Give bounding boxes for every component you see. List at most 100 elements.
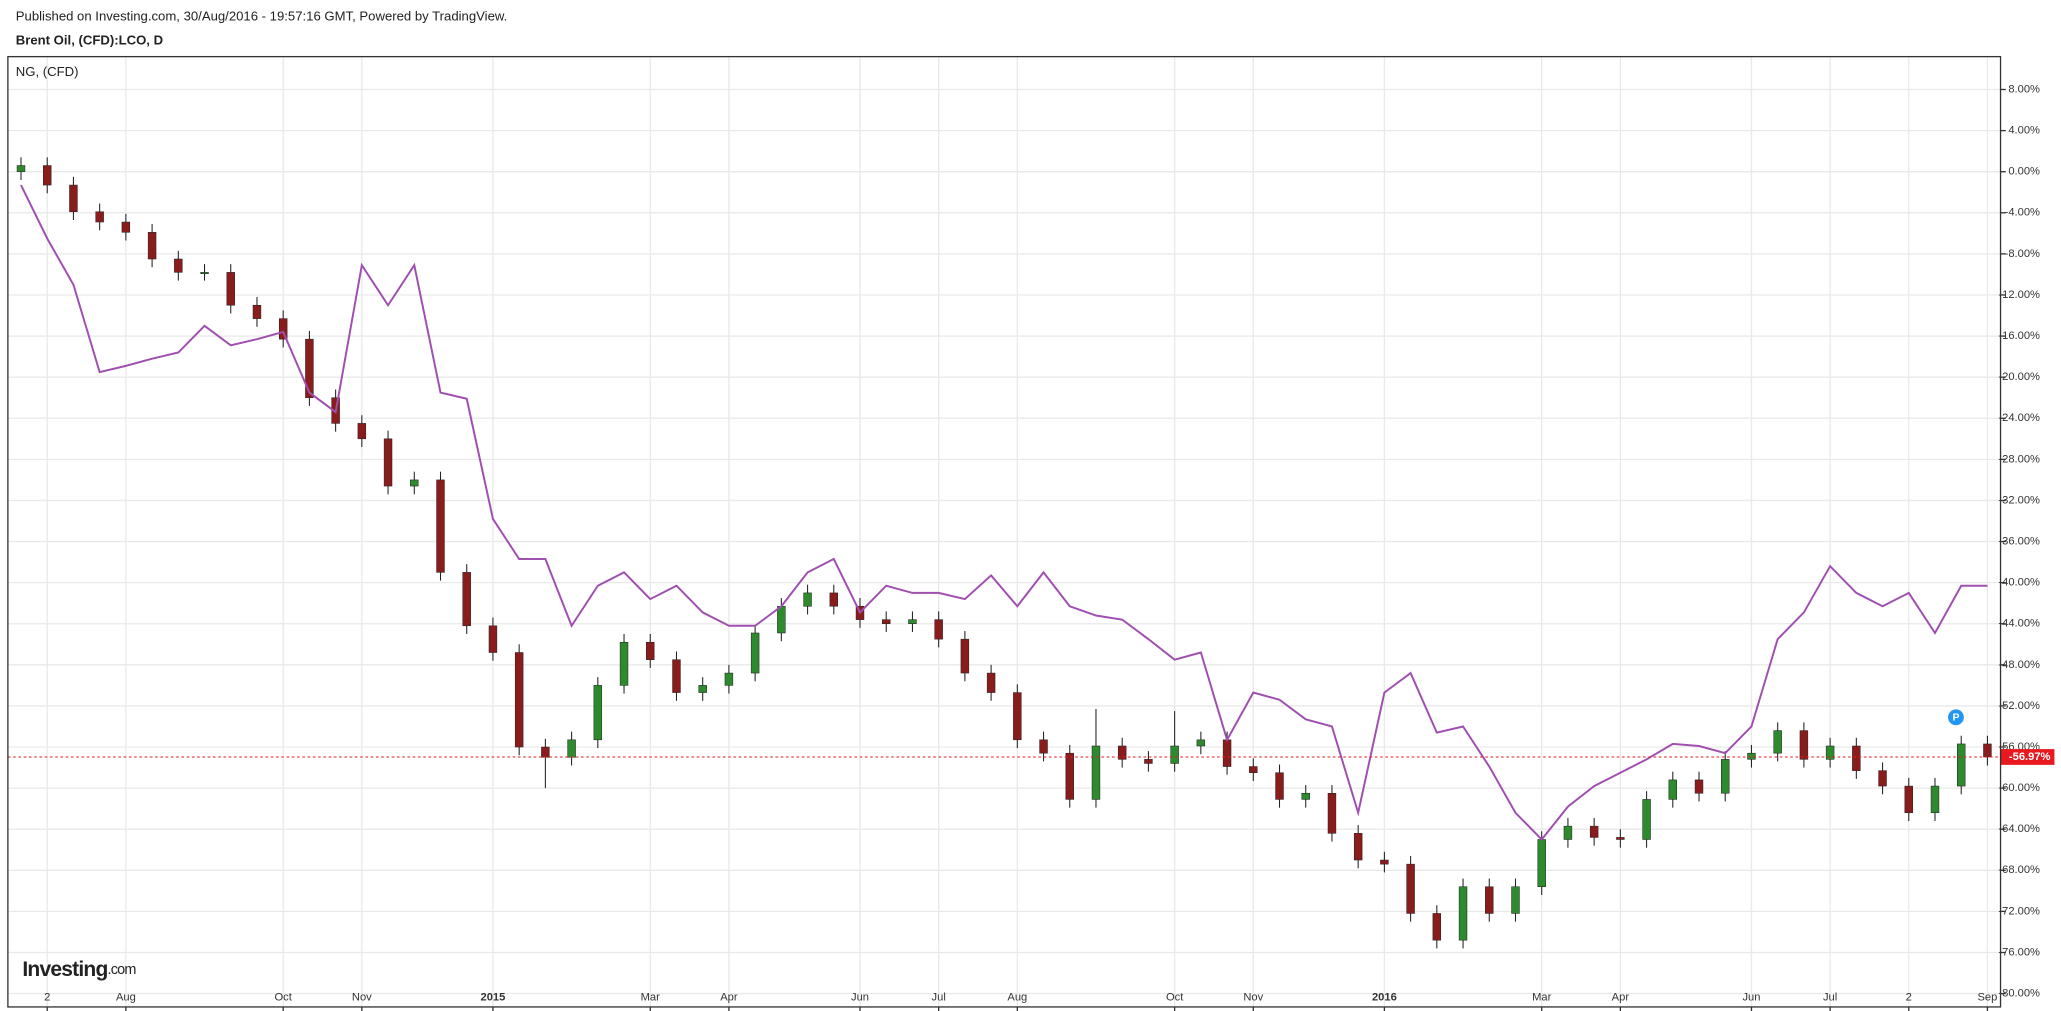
candle-body bbox=[1878, 770, 1887, 787]
y-tick-label: 4.00% bbox=[2008, 125, 2040, 137]
candle-body bbox=[1013, 692, 1022, 741]
candle-body bbox=[567, 739, 576, 758]
candle-body bbox=[1537, 839, 1546, 888]
candle-body bbox=[1930, 785, 1940, 814]
frame bbox=[7, 55, 2002, 1008]
candle-body bbox=[1668, 779, 1678, 800]
candle-body bbox=[1589, 825, 1599, 838]
candle-body bbox=[1353, 833, 1363, 861]
candle-body bbox=[16, 165, 26, 172]
x-tick-label: Apr bbox=[720, 992, 738, 1004]
candle-body bbox=[1432, 913, 1442, 941]
candle-body bbox=[383, 438, 393, 487]
x-tick-label: 2016 bbox=[1372, 992, 1397, 1004]
y-tick-label: -60.00% bbox=[1998, 782, 2040, 794]
candle-body bbox=[1144, 759, 1153, 764]
last-price-box bbox=[2000, 749, 2055, 765]
candle-body bbox=[1747, 752, 1756, 760]
candle-body bbox=[1406, 863, 1415, 914]
candle-body bbox=[121, 221, 131, 233]
x-tick-label: Oct bbox=[1166, 992, 1184, 1004]
x-tick-label: Mar bbox=[1532, 992, 1551, 1004]
y-tick-label: -4.00% bbox=[2005, 207, 2040, 219]
candle-body bbox=[174, 258, 183, 273]
x-tick-label: Jul bbox=[932, 992, 946, 1004]
y-tick-label: -24.00% bbox=[1998, 412, 2040, 424]
candle-body bbox=[305, 338, 314, 398]
candle-body bbox=[908, 619, 917, 625]
candle-body bbox=[960, 638, 970, 674]
candle-body bbox=[278, 318, 288, 340]
candle-body bbox=[1117, 745, 1127, 760]
candle-body bbox=[1642, 799, 1651, 840]
y-tick-label: -8.00% bbox=[2005, 248, 2040, 260]
x-tick-label: Nov bbox=[1243, 992, 1263, 1004]
x-tick-label: Oct bbox=[275, 992, 293, 1004]
candle-body bbox=[1694, 779, 1704, 794]
candle-body bbox=[1301, 792, 1310, 800]
candle-body bbox=[147, 232, 157, 260]
candle-body bbox=[750, 632, 760, 674]
candle-body bbox=[1091, 745, 1101, 800]
candle-body bbox=[1065, 752, 1074, 800]
candle-body bbox=[95, 211, 104, 223]
y-tick-label: -32.00% bbox=[1998, 494, 2040, 506]
x-tick-label: Jun bbox=[851, 992, 869, 1004]
candle-body bbox=[1563, 825, 1573, 840]
x-tick-label: Sep bbox=[1977, 992, 1997, 1004]
logo-brand: Investing bbox=[22, 958, 107, 981]
candle-body bbox=[1983, 743, 1992, 758]
x-tick-label: Jun bbox=[1742, 992, 1760, 1004]
y-tick-label: -68.00% bbox=[1998, 864, 2040, 876]
y-tick-label: -20.00% bbox=[1998, 371, 2040, 383]
candle-body bbox=[986, 672, 996, 693]
y-tick-label: -44.00% bbox=[1998, 618, 2040, 630]
candle-body bbox=[698, 685, 707, 693]
x-tick-label: Jul bbox=[1823, 992, 1837, 1004]
x-tick-label: Mar bbox=[641, 992, 660, 1004]
candle-body bbox=[1249, 766, 1258, 773]
candle-body bbox=[1616, 837, 1625, 840]
candle-body bbox=[200, 272, 209, 274]
candle-body bbox=[1511, 886, 1520, 914]
candle-body bbox=[1039, 739, 1048, 754]
candle-body bbox=[514, 652, 524, 748]
candle-body bbox=[829, 592, 838, 607]
published-note: Published on Investing.com, 30/Aug/2016 … bbox=[16, 9, 508, 24]
y-tick-label: -72.00% bbox=[1998, 905, 2040, 917]
y-tick-label: -52.00% bbox=[1998, 700, 2040, 712]
plot-area: 8.00% 4.00% 0.00% -4.00% -8.00% -12.00% -16.00… bbox=[7, 56, 2055, 1011]
candle-body bbox=[541, 746, 550, 758]
y-tick-label: -80.00% bbox=[1998, 988, 2040, 1000]
candle-body bbox=[593, 685, 603, 741]
candle-body bbox=[1380, 859, 1389, 865]
candle-body bbox=[646, 641, 655, 660]
y-tick-label: -16.00% bbox=[1998, 330, 2040, 342]
y-tick-label: -48.00% bbox=[1998, 659, 2040, 671]
badge-label: P bbox=[1952, 712, 1959, 724]
candle-body bbox=[1773, 730, 1782, 754]
overlay-line bbox=[20, 184, 1988, 841]
candle-body bbox=[462, 572, 471, 627]
x-tick-label: 2 bbox=[44, 992, 50, 1004]
candle-body bbox=[1458, 886, 1468, 941]
x-tick-label: 2015 bbox=[481, 992, 506, 1004]
candle-body bbox=[1825, 745, 1835, 760]
candle-body bbox=[357, 423, 367, 440]
last-price-label: -56.97% bbox=[2009, 751, 2051, 763]
logo-suffix: .com bbox=[108, 962, 137, 978]
candle-body bbox=[1799, 730, 1809, 760]
candle-body bbox=[410, 479, 419, 487]
candle-body bbox=[1957, 743, 1966, 787]
x-tick-label: Nov bbox=[352, 992, 372, 1004]
candle-body bbox=[1904, 785, 1913, 814]
y-tick-label: -76.00% bbox=[1998, 946, 2040, 958]
candle-body bbox=[252, 304, 262, 319]
y-tick-label: -64.00% bbox=[1998, 823, 2040, 835]
candle-body bbox=[226, 272, 235, 306]
y-tick-label: -36.00% bbox=[1998, 536, 2040, 548]
x-tick-label: Aug bbox=[1007, 992, 1027, 1004]
